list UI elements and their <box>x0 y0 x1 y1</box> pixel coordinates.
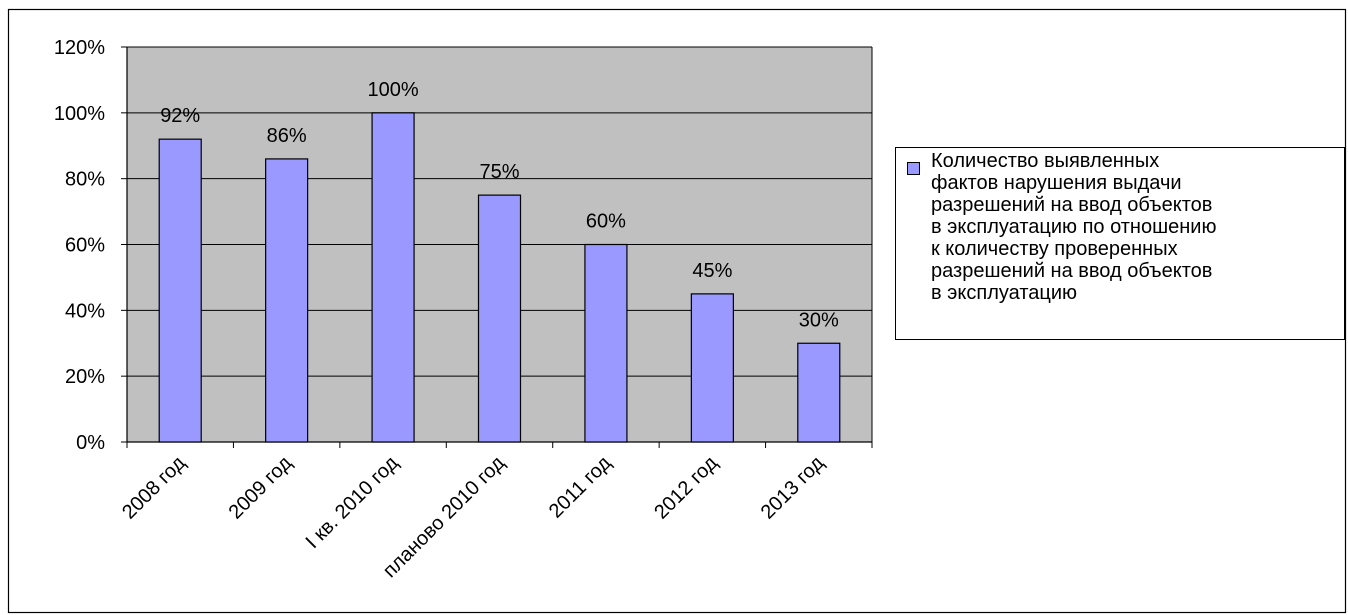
bar <box>477 194 522 443</box>
y-tick-label: 80% <box>65 169 105 191</box>
bar <box>265 158 309 443</box>
legend-label: Количество выявленных фактов нарушения в… <box>931 150 1217 304</box>
bar <box>158 138 202 443</box>
x-category-label: 2008 год <box>118 452 190 524</box>
data-label: 45% <box>692 260 732 282</box>
x-category-label: I кв. 2010 год <box>302 452 403 553</box>
data-label: 100% <box>367 79 418 101</box>
bar <box>797 342 841 443</box>
data-label: 30% <box>799 309 839 331</box>
y-tick-label: 0% <box>76 432 105 454</box>
bar <box>584 243 628 443</box>
x-category-label: 2011 год <box>545 452 616 523</box>
x-category-label: 2009 год <box>225 452 297 524</box>
y-tick-label: 40% <box>65 300 105 322</box>
data-label: 60% <box>586 211 626 233</box>
legend-swatch <box>907 162 920 175</box>
y-tick-label: 60% <box>65 235 105 257</box>
legend: Количество выявленных фактов нарушения в… <box>895 147 1345 340</box>
bar <box>690 293 734 443</box>
x-category-label: 2013 год <box>757 452 829 524</box>
data-label: 86% <box>267 125 307 147</box>
chart-area-border <box>7 8 1347 614</box>
y-tick-label: 120% <box>54 37 105 59</box>
data-label: 92% <box>160 105 200 127</box>
x-category-label: 2012 год <box>650 452 722 524</box>
y-tick-label: 100% <box>54 103 105 125</box>
data-label: 75% <box>479 161 519 183</box>
bar <box>371 112 415 443</box>
y-tick-label: 20% <box>65 366 105 388</box>
